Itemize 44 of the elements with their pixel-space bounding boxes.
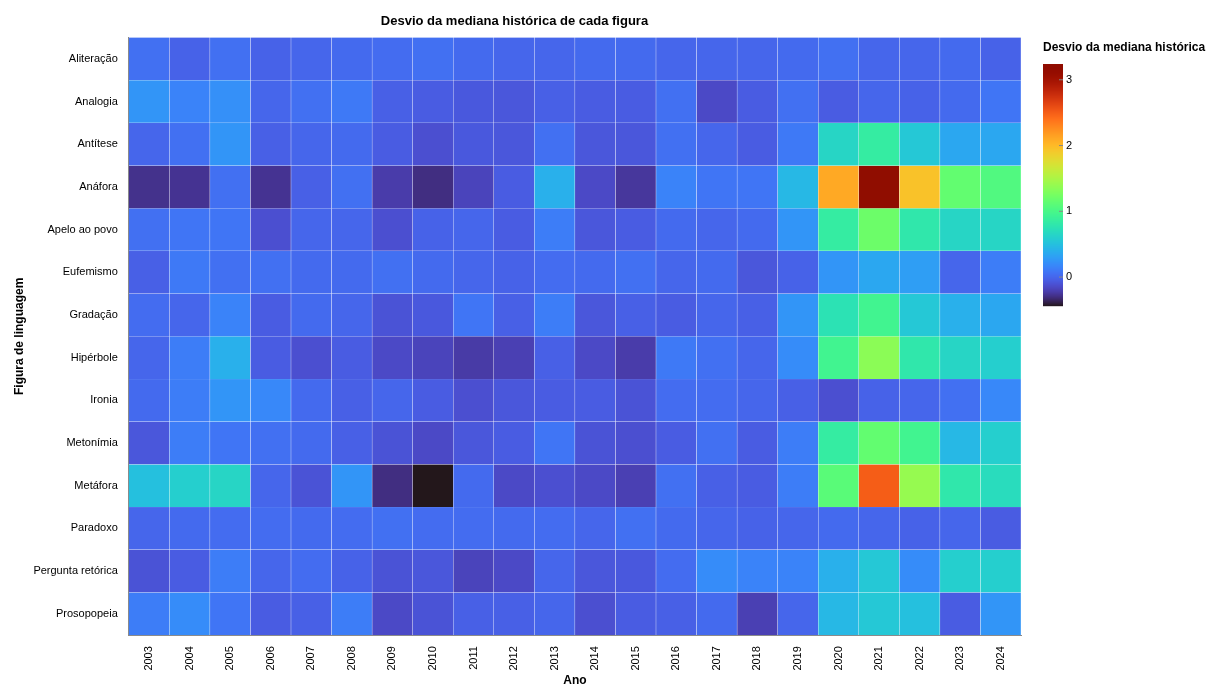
x-tick-label: 2012 xyxy=(507,646,520,671)
x-tick-label: 2006 xyxy=(263,646,276,671)
x-tick-label: 2021 xyxy=(872,646,885,671)
x-tick-label: 2019 xyxy=(790,646,803,671)
x-tick-label: 2013 xyxy=(547,646,560,671)
y-tick-label: Metonímia xyxy=(66,436,119,449)
chart-title: Desvio da mediana histórica de cada figura xyxy=(380,13,649,29)
y-axis-title: Figura de linguagem xyxy=(11,277,26,396)
x-tick-label: 2022 xyxy=(912,646,925,671)
y-tick-label: Gradação xyxy=(69,308,118,321)
x-tick-label: 2005 xyxy=(223,646,236,671)
x-tick-label: 2016 xyxy=(669,646,682,671)
x-tick-label: 2020 xyxy=(831,646,844,671)
y-tick-label: Anáfora xyxy=(79,180,119,193)
y-tick-label: Pergunta retórica xyxy=(33,564,119,577)
x-tick-label: 2004 xyxy=(182,646,195,671)
x-tick-label: 2003 xyxy=(142,646,155,671)
x-tick-label: 2014 xyxy=(588,646,601,671)
y-tick-label: Analogia xyxy=(74,94,119,107)
x-tick-label: 2008 xyxy=(344,646,357,671)
color-bar-title: Desvio da mediana histórica xyxy=(1043,40,1206,55)
y-tick-label: Eufemismo xyxy=(62,265,118,278)
x-tick-label: 2018 xyxy=(750,646,763,671)
x-tick-label: 2010 xyxy=(425,646,438,671)
x-axis-title: Ano xyxy=(563,673,587,688)
x-tick-label: 2011 xyxy=(466,646,479,670)
y-tick-label: Apelo ao povo xyxy=(47,222,118,235)
color-bar-label: 1 xyxy=(1066,204,1073,217)
y-tick-label: Paradoxo xyxy=(70,521,118,534)
y-tick-label: Metáfora xyxy=(74,478,119,491)
color-bar-label: 3 xyxy=(1066,72,1073,85)
y-tick-label: Antítese xyxy=(77,137,118,150)
color-bar-label: 2 xyxy=(1066,138,1073,151)
x-tick-label: 2017 xyxy=(709,646,722,671)
y-tick-label: Hipérbole xyxy=(70,350,118,363)
x-tick-label: 2024 xyxy=(993,646,1006,671)
color-bar-label: 0 xyxy=(1066,270,1073,283)
x-tick-label: 2015 xyxy=(628,646,641,671)
y-tick-label: Aliteração xyxy=(68,51,118,64)
x-tick-label: 2007 xyxy=(304,646,317,671)
y-tick-label: Ironia xyxy=(90,393,119,406)
x-tick-label: 2009 xyxy=(385,646,398,671)
y-tick-label: Prosopopeia xyxy=(56,606,119,619)
x-tick-label: 2023 xyxy=(953,646,966,671)
